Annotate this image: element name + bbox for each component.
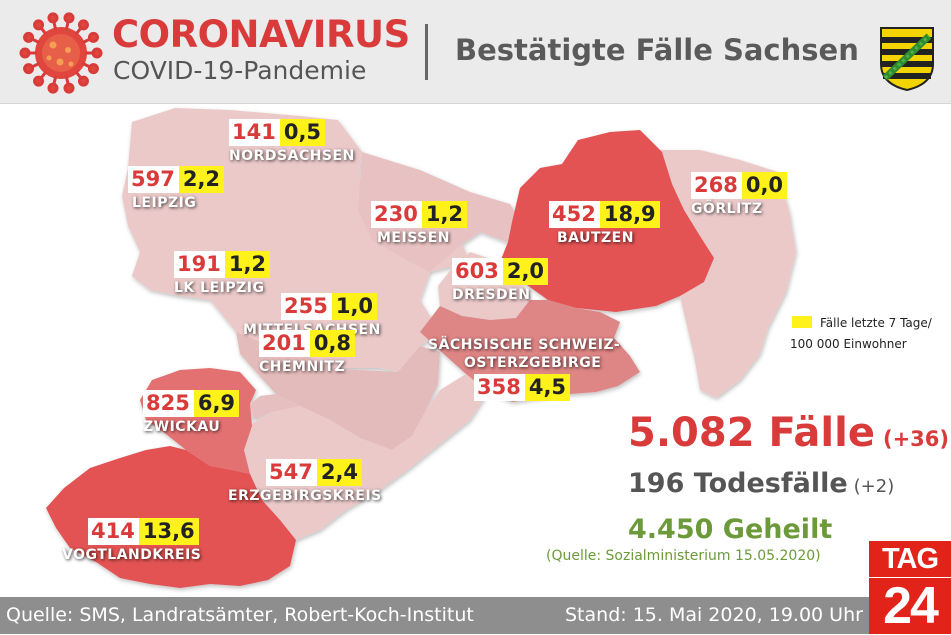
total-cases-delta: (+36) xyxy=(882,427,949,451)
region-goerlitz xyxy=(655,150,796,398)
region-erzgebirgskreis xyxy=(244,374,488,540)
coronavirus-icon xyxy=(19,12,103,94)
district-cases: 414 xyxy=(88,518,139,545)
footer-bar: Quelle: SMS, Landratsämter, Robert-Koch-… xyxy=(0,597,880,634)
district-cases: 255 xyxy=(281,293,332,320)
virus-spike-tip xyxy=(23,31,35,43)
district-label: 603 2,0 DRESDEN xyxy=(452,258,549,303)
district-rate: 0,0 xyxy=(741,172,788,199)
deaths-value: 196 Todesfälle xyxy=(628,468,848,499)
legend-line1: Fälle letzte 7 Tage/ xyxy=(820,316,932,330)
district-label: 268 0,0 GÖRLITZ xyxy=(691,172,788,217)
district-label: 230 1,2 MEISSEN xyxy=(371,201,468,246)
page-title: CORONAVIRUS xyxy=(112,13,410,56)
district-name: ZWICKAU xyxy=(143,419,221,435)
tag24-logo: TAG 24 xyxy=(869,541,951,634)
virus-spike-tip xyxy=(47,82,59,94)
district-rate: 2,2 xyxy=(178,166,225,193)
district-cases: 268 xyxy=(691,172,742,199)
district-cases: 201 xyxy=(259,330,310,357)
district-cases: 230 xyxy=(371,201,422,228)
virus-spike-tip xyxy=(19,47,31,59)
district-rate: 4,5 xyxy=(524,374,571,401)
district-label: 201 0,8 CHEMNITZ xyxy=(259,330,356,375)
district-name: MEISSEN xyxy=(377,230,451,246)
virus-spike-tip xyxy=(33,75,45,87)
district-label: 597 2,2 LEIPZIG xyxy=(128,166,225,211)
district-rate: 1,2 xyxy=(224,251,271,278)
district-name: ERZGEBIRGSKREIS xyxy=(228,488,382,504)
region-mittelsachsen xyxy=(236,332,440,450)
virus-spike-tip xyxy=(23,63,35,75)
district-name: CHEMNITZ xyxy=(259,359,346,375)
district-name: VOGTLANDKREIS xyxy=(62,547,202,563)
virus-spike-tip xyxy=(63,12,75,24)
virus-spike-tip xyxy=(63,82,75,94)
district-cases: 191 xyxy=(174,251,225,278)
district-name: LEIPZIG xyxy=(132,195,197,211)
district-cases: 597 xyxy=(128,166,179,193)
district-rate: 0,8 xyxy=(309,330,356,357)
page-subtitle: COVID-19-Pandemie xyxy=(113,56,367,85)
total-cases-value: 5.082 Fälle xyxy=(628,410,875,456)
header-bar: CORONAVIRUS COVID-19-Pandemie Bestätigte… xyxy=(0,0,951,104)
district-label: 141 0,5 NORDSACHSEN xyxy=(229,119,355,164)
virus-spike-tip xyxy=(77,75,89,87)
map-legend: Fälle letzte 7 Tage/ 100 000 Einwohner xyxy=(790,313,932,355)
saxony-coat-of-arms-icon xyxy=(880,27,934,92)
virus-spike-tip xyxy=(77,19,89,31)
footer-date: Stand: 15. Mai 2020, 19.00 Uhr xyxy=(565,604,863,626)
district-rate: 18,9 xyxy=(599,201,660,228)
district-rate: 6,9 xyxy=(193,390,240,417)
virus-spike-tip xyxy=(91,47,103,59)
district-label: 547 2,4 ERZGEBIRGSKREIS xyxy=(228,459,382,504)
district-rate: 13,6 xyxy=(138,518,199,545)
header-heading: Bestätigte Fälle Sachsen xyxy=(455,33,859,67)
district-label: 414 13,6 VOGTLANDKREIS xyxy=(62,518,201,563)
district-label: 825 6,9 ZWICKAU xyxy=(143,390,240,435)
district-rate: 1,2 xyxy=(421,201,468,228)
district-rate: 1,0 xyxy=(331,293,378,320)
legend-swatch xyxy=(792,316,812,328)
logo-bottom-text: 24 xyxy=(869,578,951,634)
virus-spike-tip xyxy=(87,31,99,43)
logo-top-text: TAG xyxy=(869,541,951,578)
district-rate: 2,0 xyxy=(502,258,549,285)
legend-line2: 100 000 Einwohner xyxy=(790,337,907,351)
deaths-delta: (+2) xyxy=(853,476,895,497)
district-name: BAUTZEN xyxy=(557,230,634,246)
virus-spike-tip xyxy=(47,12,59,24)
district-cases: 547 xyxy=(266,459,317,486)
deaths: 196 Todesfälle (+2) xyxy=(628,468,894,499)
recovered-count: 4.450 Geheilt xyxy=(628,514,833,545)
district-name-line2: OSTERZGEBIRGE xyxy=(464,355,602,371)
district-cases: 603 xyxy=(452,258,503,285)
virus-spike-tip xyxy=(33,19,45,31)
data-source-note: (Quelle: Sozialministerium 15.05.2020) xyxy=(546,548,821,564)
district-label: SÄCHSISCHE SCHWEIZ- OSTERZGEBIRGE 358 4,5 xyxy=(428,337,620,401)
district-cases: 825 xyxy=(143,390,194,417)
district-rate: 0,5 xyxy=(279,119,326,146)
virus-spike-tip xyxy=(87,63,99,75)
district-cases: 452 xyxy=(549,201,600,228)
region-chemnitz xyxy=(250,394,300,420)
district-rate: 2,4 xyxy=(316,459,363,486)
district-name: LK LEIPZIG xyxy=(174,280,265,296)
region-vogtlandkreis xyxy=(46,446,296,588)
district-name: GÖRLITZ xyxy=(691,201,763,217)
district-name: SÄCHSISCHE SCHWEIZ- xyxy=(428,337,621,353)
district-cases: 141 xyxy=(229,119,280,146)
district-name: DRESDEN xyxy=(452,287,531,303)
footer-source: Quelle: SMS, Landratsämter, Robert-Koch-… xyxy=(6,604,474,626)
district-cases: 358 xyxy=(474,374,525,401)
header-divider xyxy=(425,24,428,80)
district-label: 452 18,9 BAUTZEN xyxy=(549,201,660,246)
district-label: 191 1,2 LK LEIPZIG xyxy=(174,251,271,296)
total-cases: 5.082 Fälle (+36) xyxy=(628,410,949,456)
district-name: NORDSACHSEN xyxy=(229,148,355,164)
